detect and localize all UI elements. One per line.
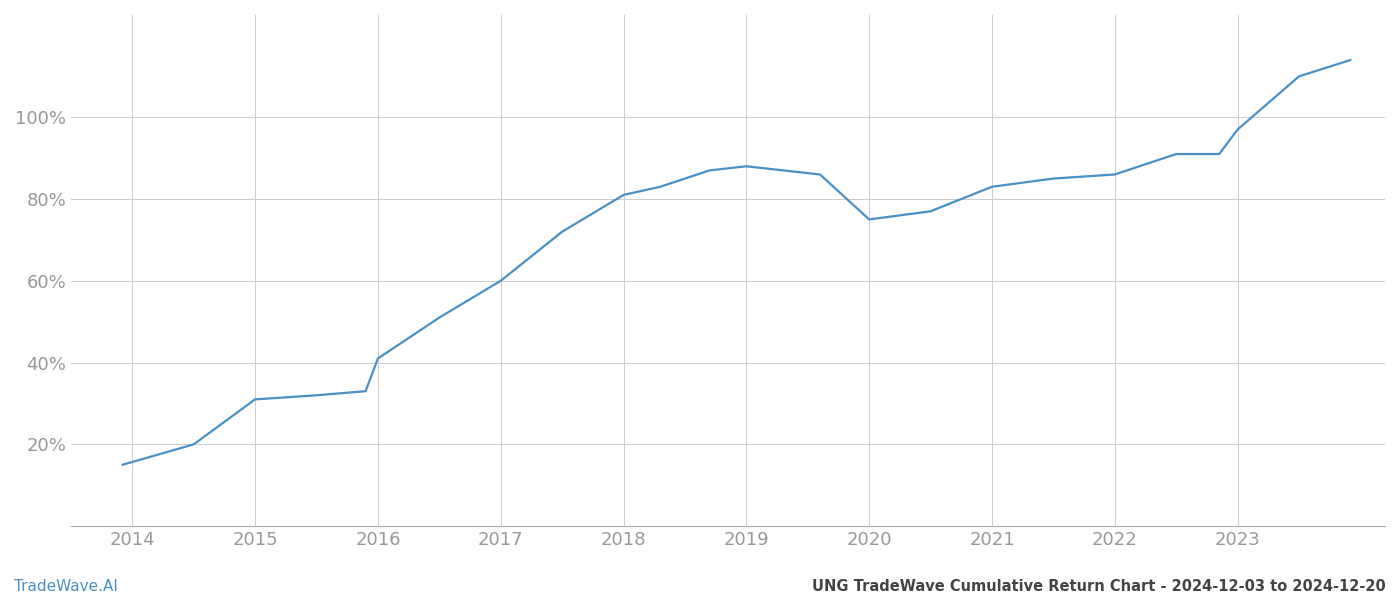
- Text: TradeWave.AI: TradeWave.AI: [14, 579, 118, 594]
- Text: UNG TradeWave Cumulative Return Chart - 2024-12-03 to 2024-12-20: UNG TradeWave Cumulative Return Chart - …: [812, 579, 1386, 594]
